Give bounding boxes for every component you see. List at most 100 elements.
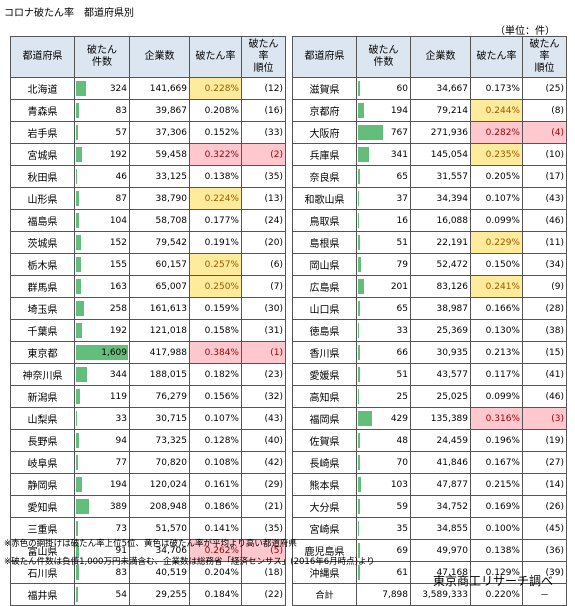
count-bar [358, 301, 361, 316]
pref-name: 広島県 [292, 275, 357, 298]
company-count: 34,394 [410, 187, 471, 210]
count-cell: 201 [356, 275, 411, 298]
count-value: 163 [109, 281, 127, 292]
table-row: 新潟県 119 76,279 0.156% (32) [10, 385, 286, 408]
right-table-header: 都道府県 破たん 件数 企業数 破たん率 破たん率 順位 [292, 36, 567, 78]
rate-rank: (10) [522, 143, 567, 166]
bankruptcy-rate: 0.107% [470, 187, 523, 210]
rate-rank: (45) [522, 517, 567, 540]
bankruptcy-rate: 0.182% [189, 363, 242, 386]
count-value: 46 [115, 171, 127, 182]
bankruptcy-rate: 0.257% [189, 253, 242, 276]
count-value: 94 [115, 435, 127, 446]
bankruptcy-rate: 0.167% [470, 451, 523, 474]
bankruptcy-rate: 0.235% [470, 143, 523, 166]
company-count: 59,458 [129, 143, 190, 166]
count-cell: 1,609 [74, 341, 130, 364]
count-cell: 194 [74, 473, 130, 496]
company-count: 83,126 [410, 275, 471, 298]
rate-rank: (20) [241, 231, 286, 254]
bankruptcy-rate: 0.186% [189, 495, 242, 518]
company-count: 43,577 [410, 363, 471, 386]
total-label: 合計 [292, 583, 357, 606]
count-bar [358, 389, 359, 404]
left-table: 都道府県 破たん 件数 企業数 破たん率 破たん率 順位 北海道 324 141,6… [10, 36, 286, 606]
count-bar [76, 257, 81, 272]
table-row: 鳥取県 16 16,088 0.099% (46) [292, 209, 567, 232]
count-bar [76, 367, 88, 382]
bankruptcy-rate: 0.156% [189, 385, 242, 408]
count-bar [76, 543, 79, 558]
count-bar [358, 81, 360, 96]
company-count: 208,948 [129, 495, 190, 518]
count-bar [358, 367, 360, 382]
count-bar [358, 477, 362, 492]
bankruptcy-rate: 0.282% [470, 121, 523, 144]
count-value: 79 [396, 259, 408, 270]
company-count: 37,306 [129, 121, 190, 144]
rate-rank: (23) [241, 363, 286, 386]
table-row: 大分県 59 34,752 0.169% (26) [292, 495, 567, 518]
company-count: 417,988 [129, 341, 190, 364]
count-cell: 344 [74, 363, 130, 386]
table-row: 滋賀県 60 34,667 0.173% (25) [292, 77, 567, 100]
count-cell: 103 [356, 473, 411, 496]
count-bar [76, 103, 79, 118]
bankruptcy-rate: 0.152% [189, 121, 242, 144]
bankruptcy-rate: 0.196% [470, 429, 523, 452]
table-row: 静岡県 194 120,024 0.161% (29) [10, 473, 286, 496]
rate-rank: (21) [241, 495, 286, 518]
count-bar [76, 191, 79, 206]
pref-name: 山梨県 [10, 407, 75, 430]
count-value: 69 [396, 545, 408, 556]
rate-rank: (46) [522, 385, 567, 408]
company-count: 60,157 [129, 253, 190, 276]
rate-rank: (16) [241, 99, 286, 122]
rate-rank: (6) [241, 253, 286, 276]
rate-rank: (46) [522, 209, 567, 232]
company-count: 29,255 [129, 583, 190, 606]
count-cell: 70 [356, 451, 411, 474]
pref-name: 静岡県 [10, 473, 75, 496]
bankruptcy-rate: 0.158% [189, 319, 242, 342]
bankruptcy-rate: 0.169% [470, 495, 523, 518]
pref-name: 神奈川県 [10, 363, 75, 386]
table-row: 奈良県 65 31,557 0.205% (17) [292, 165, 567, 188]
count-cell: 163 [74, 275, 130, 298]
pref-name: 鳥取県 [292, 209, 357, 232]
rate-rank: (43) [522, 187, 567, 210]
col-header-rate: 破たん率 [189, 36, 242, 78]
pref-name: 長崎県 [292, 451, 357, 474]
count-value: 33 [396, 325, 408, 336]
pref-name: 北海道 [10, 77, 75, 100]
count-value: 16 [396, 215, 408, 226]
col-header-rank: 破たん率 順位 [522, 36, 567, 78]
count-cell: 83 [74, 99, 130, 122]
count-value: 324 [109, 83, 127, 94]
pref-name: 山形県 [10, 187, 75, 210]
count-value: 1,609 [101, 347, 127, 358]
rate-rank: (34) [522, 253, 567, 276]
table-row: 高知県 25 25,025 0.099% (46) [292, 385, 567, 408]
unit-label: （単位：件） [495, 26, 555, 37]
count-value: 65 [396, 171, 408, 182]
pref-name: 大阪府 [292, 121, 357, 144]
bankruptcy-rate: 0.241% [470, 275, 523, 298]
pref-name: 香川県 [292, 341, 357, 364]
table-row: 宮崎県 35 34,855 0.100% (45) [292, 517, 567, 540]
rate-rank: (11) [522, 231, 567, 254]
pref-name: 滋賀県 [292, 77, 357, 100]
count-cell: 25 [356, 385, 411, 408]
col-header-companies: 企業数 [129, 36, 190, 78]
count-value: 119 [109, 391, 127, 402]
rate-rank: (9) [522, 275, 567, 298]
rate-rank: (43) [241, 407, 286, 430]
count-cell: 51 [356, 363, 411, 386]
note-source: ※破たん件数は負債1,000万円未満含む、企業数は総務省「経済センサス」(201… [4, 557, 375, 567]
rate-rank: (14) [522, 473, 567, 496]
count-cell: 59 [356, 495, 411, 518]
company-count: 25,025 [410, 385, 471, 408]
rate-rank: (19) [522, 429, 567, 452]
count-bar [76, 477, 83, 492]
count-value: 57 [115, 127, 127, 138]
